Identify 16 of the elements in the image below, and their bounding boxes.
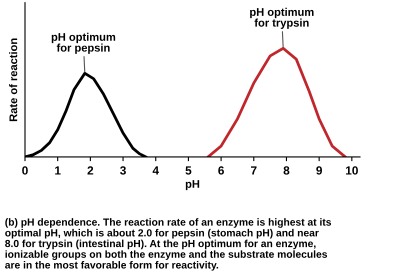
x-tick-label: 10 xyxy=(346,166,358,175)
x-tick-label: 7 xyxy=(251,166,257,175)
text: (b) pH dependence. The reaction rate of an enzyme is highest at its optimal pH, which is about 2.0 for pepsin (stomach pH) and near 8.0 for trypsin (intestinal pH). At the pH optimum for an enzyme, ionizable groups on both the enzyme and the substrate molecules are in the most favorable form for reactivity. xyxy=(5,218,332,271)
x-tick-label: 1 xyxy=(55,166,61,175)
x-tick-label: 0 xyxy=(22,166,28,175)
x-tick-label: 5 xyxy=(185,166,192,175)
annotation: pH optimum for pepsin xyxy=(52,32,116,54)
x-tick-label: 4 xyxy=(152,166,159,175)
x-tick-label: 3 xyxy=(120,166,126,175)
x-axis-title: pH xyxy=(186,180,200,190)
annotation: pH optimum for trypsin xyxy=(250,8,314,29)
x-tick-label: 2 xyxy=(87,166,94,175)
x-tick-label: 8 xyxy=(284,166,290,175)
y-axis-title: Rate of reaction xyxy=(9,38,18,122)
x-tick-label: 9 xyxy=(316,166,322,175)
x-tick-label: 6 xyxy=(218,166,224,175)
